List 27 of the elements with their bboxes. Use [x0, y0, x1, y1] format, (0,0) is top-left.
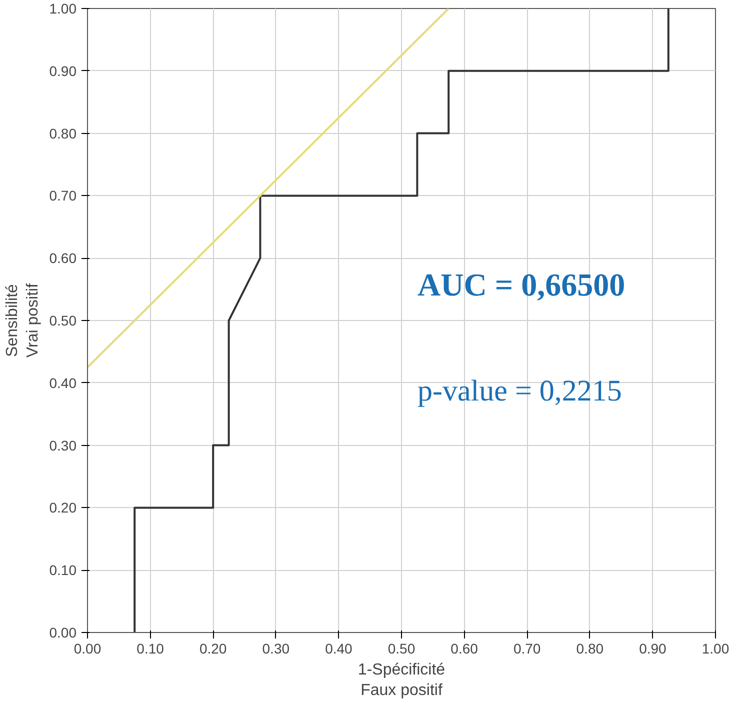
y-tick-label: 0.30 [49, 437, 77, 454]
y-tick-label: 0.90 [49, 62, 77, 79]
y-tick-label: 0.10 [49, 562, 77, 578]
x-tick-label: 0.70 [513, 640, 541, 656]
x-tick-label: 0.00 [74, 640, 102, 656]
line-series [134, 8, 670, 632]
y-tick-label: 0.40 [49, 374, 77, 391]
y-tick-label: 1.00 [49, 0, 77, 16]
x-tick-label: 0.10 [136, 640, 164, 656]
x-tick-label: 0.80 [576, 640, 604, 656]
x-tick-label: 1.00 [702, 640, 730, 656]
y-axis-title: Sensibilité Vrai positif [4, 282, 42, 358]
x-tick-label: 0.30 [262, 640, 290, 656]
y-tick-label: 0.80 [49, 125, 77, 142]
x-tick-label: 0.60 [450, 640, 478, 656]
annotation: AUC = 0,66500 [418, 266, 626, 302]
y-tick-label: 0.00 [49, 624, 77, 640]
x-tick-label: 0.40 [325, 640, 353, 656]
annotation: p-value = 0,2215 [418, 374, 622, 408]
y-tick-label: 0.70 [49, 188, 77, 204]
y-tick-label: 0.60 [49, 250, 77, 266]
x-tick-label: 0.90 [639, 640, 667, 656]
x-axis-title: 1-Spécificité Faux positif [358, 662, 446, 699]
x-tick-label: 0.50 [388, 640, 416, 656]
x-tick-label: 0.20 [199, 640, 227, 656]
y-tick-label: 0.50 [49, 312, 77, 328]
y-tick-label: 0.20 [49, 500, 77, 516]
